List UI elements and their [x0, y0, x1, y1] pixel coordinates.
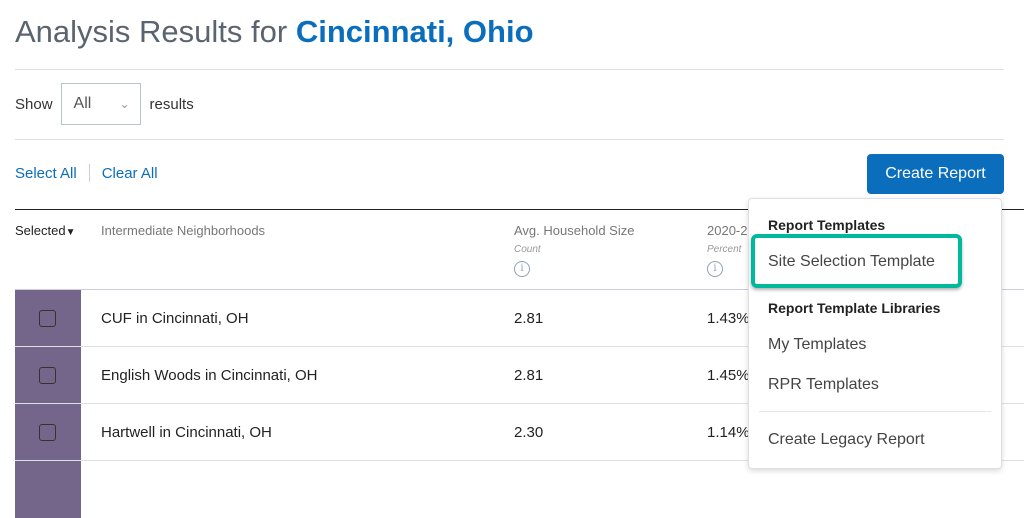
menu-item-rpr-templates[interactable]: RPR Templates — [768, 376, 879, 393]
percent-value: 1.14% — [707, 424, 750, 441]
household-size: 2.81 — [514, 367, 544, 384]
column-selected[interactable]: Selected▼ — [15, 223, 76, 238]
column-label: Selected — [15, 223, 66, 238]
table-row[interactable]: Hartwell in Cincinnati, OH 2.30 1.14% — [15, 404, 1024, 461]
title-prefix: Analysis Results for — [15, 14, 288, 49]
menu-item-my-templates[interactable]: My Templates — [768, 336, 867, 353]
city-name: Cincinnati, Ohio — [295, 14, 534, 49]
column-label: Intermediate Neighborhoods — [101, 223, 266, 238]
menu-item-create-legacy-report[interactable]: Create Legacy Report — [768, 431, 925, 448]
selected-value: All — [73, 95, 92, 112]
info-icon[interactable]: i — [707, 261, 723, 277]
menu-divider — [759, 411, 991, 412]
neighborhood-name: Hartwell in Cincinnati, OH — [101, 424, 272, 441]
column-label: 2020-2 — [707, 223, 748, 238]
create-report-menu: Report Templates Site Selection Template… — [748, 198, 1002, 469]
clear-all-link[interactable]: Clear All — [101, 164, 158, 182]
menu-section-heading: Report Template Libraries — [768, 300, 941, 316]
menu-item-site-selection-template[interactable]: Site Selection Template — [768, 253, 935, 270]
table-header: Selected▼ Intermediate Neighborhoods Avg… — [15, 209, 1024, 290]
column-label: Avg. Household Size — [514, 223, 635, 238]
table-row[interactable]: CUF in Cincinnati, OH 2.81 1.43% — [15, 290, 1024, 347]
results-select[interactable]: All ⌄ — [60, 83, 141, 125]
info-icon[interactable]: i — [514, 261, 530, 277]
column-unit: Percent — [707, 244, 742, 255]
row-checkbox[interactable] — [39, 367, 56, 384]
create-report-button[interactable]: Create Report — [867, 154, 1004, 194]
household-size: 2.30 — [514, 424, 544, 441]
divider — [88, 164, 90, 182]
chevron-down-icon: ⌄ — [119, 97, 130, 111]
row-checkbox[interactable] — [39, 310, 56, 327]
highlight-box — [751, 234, 962, 288]
percent-value: 1.43% — [707, 310, 750, 327]
column-household-size[interactable]: Avg. Household Size Count i — [514, 223, 634, 277]
column-neighborhoods[interactable]: Intermediate Neighborhoods — [101, 223, 265, 238]
show-label: Show — [15, 95, 53, 113]
table-row[interactable]: English Woods in Cincinnati, OH 2.81 1.45% — [15, 347, 1024, 404]
select-cell — [15, 461, 81, 518]
table-row[interactable] — [15, 461, 1024, 518]
row-checkbox[interactable] — [39, 424, 56, 441]
select-all-link[interactable]: Select All — [15, 164, 77, 182]
neighborhood-name: English Woods in Cincinnati, OH — [101, 367, 318, 384]
select-cell — [15, 290, 81, 346]
selection-links: Select All Clear All — [15, 164, 158, 182]
divider — [15, 69, 1004, 70]
select-cell — [15, 347, 81, 403]
column-unit: Count — [514, 244, 541, 255]
results-label: results — [149, 95, 194, 113]
sort-down-icon: ▼ — [65, 227, 76, 238]
menu-section-heading: Report Templates — [768, 217, 886, 233]
column-percent[interactable]: 2020-2 Percent i — [707, 223, 747, 277]
neighborhood-name: CUF in Cincinnati, OH — [101, 310, 249, 327]
page-title: Analysis Results for Cincinnati, Ohio — [15, 14, 534, 50]
household-size: 2.81 — [514, 310, 544, 327]
results-filter: Show All ⌄ results — [15, 83, 194, 125]
select-cell — [15, 404, 81, 460]
percent-value: 1.45% — [707, 367, 750, 384]
divider — [15, 139, 1004, 140]
